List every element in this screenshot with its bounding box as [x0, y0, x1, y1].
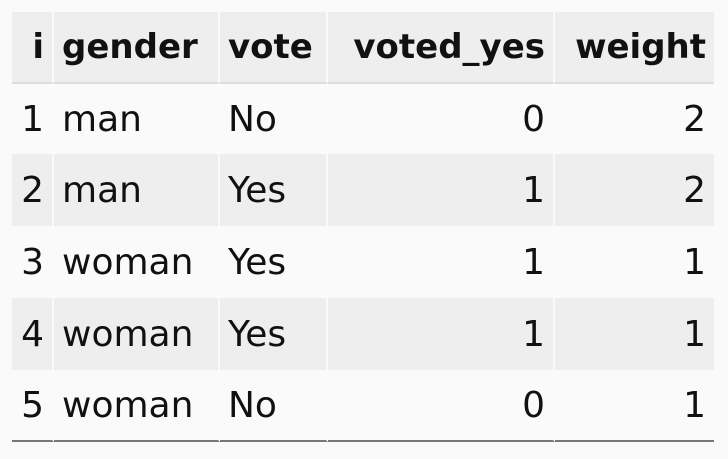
cell-gender: woman	[54, 226, 220, 298]
table-row: 4 woman Yes 1 1	[12, 298, 714, 370]
cell-gender: man	[54, 154, 220, 226]
header-row: i gender vote voted_yes weight	[12, 12, 714, 82]
cell-i: 1	[12, 82, 54, 154]
cell-i: 5	[12, 370, 54, 442]
table-row: 1 man No 0 2	[12, 82, 714, 154]
cell-voted-yes: 0	[328, 82, 555, 154]
cell-vote: Yes	[220, 298, 328, 370]
table-row: 5 woman No 0 1	[12, 370, 714, 442]
cell-vote: No	[220, 82, 328, 154]
data-table: i gender vote voted_yes weight 1 man No …	[12, 12, 714, 442]
column-header-voted-yes: voted_yes	[328, 12, 555, 82]
cell-voted-yes: 0	[328, 370, 555, 442]
column-header-vote: vote	[220, 12, 328, 82]
table-body: 1 man No 0 2 2 man Yes 1 2 3 woman Yes 1…	[12, 82, 714, 442]
cell-gender: woman	[54, 370, 220, 442]
table-header: i gender vote voted_yes weight	[12, 12, 714, 82]
cell-weight: 1	[555, 370, 714, 442]
cell-i: 4	[12, 298, 54, 370]
column-header-gender: gender	[54, 12, 220, 82]
cell-weight: 2	[555, 82, 714, 154]
table-row: 2 man Yes 1 2	[12, 154, 714, 226]
cell-weight: 1	[555, 226, 714, 298]
cell-weight: 2	[555, 154, 714, 226]
cell-i: 3	[12, 226, 54, 298]
cell-voted-yes: 1	[328, 226, 555, 298]
cell-gender: woman	[54, 298, 220, 370]
cell-voted-yes: 1	[328, 298, 555, 370]
cell-vote: Yes	[220, 226, 328, 298]
cell-i: 2	[12, 154, 54, 226]
column-header-i: i	[12, 12, 54, 82]
cell-voted-yes: 1	[328, 154, 555, 226]
column-header-weight: weight	[555, 12, 714, 82]
cell-vote: No	[220, 370, 328, 442]
table-row: 3 woman Yes 1 1	[12, 226, 714, 298]
cell-weight: 1	[555, 298, 714, 370]
data-table-container: i gender vote voted_yes weight 1 man No …	[12, 12, 714, 442]
cell-gender: man	[54, 82, 220, 154]
cell-vote: Yes	[220, 154, 328, 226]
